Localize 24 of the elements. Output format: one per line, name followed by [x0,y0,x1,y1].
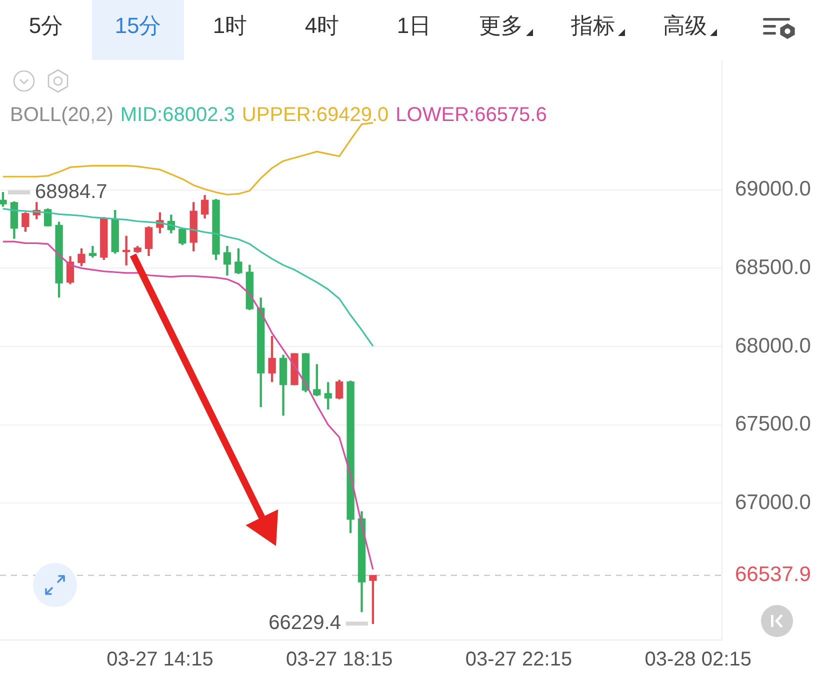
x-tick-label: 03-28 02:15 [644,648,752,671]
text: 4时 [304,12,340,40]
x-tick-label: 03-27 18:15 [286,648,393,671]
text: 高级 [662,12,708,40]
legend-title: BOLL(20,2) [10,104,114,126]
y-tick-label: 67000.0 [735,490,811,514]
text: 5分 [28,12,64,40]
x-tick-label: 03-27 14:15 [106,648,214,671]
text: 66537.9 [735,563,811,586]
annotation: 66229.4 [268,612,341,634]
text: 15分 [92,0,184,60]
series-label: UPPER:69429.0 [242,104,389,126]
y-tick-label: 68500.0 [735,256,811,279]
y-tick-label: 69000.0 [735,178,811,201]
text: 1时 [212,12,248,40]
annotation: 68984.7 [34,180,108,203]
text: 指标 [570,12,616,40]
text: 更多 [478,12,524,40]
y-tick-label: 67500.0 [735,412,811,436]
y-tick-label: 68000.0 [735,334,811,358]
text: 1日 [396,12,432,40]
text: MID:68002.3 [120,104,235,126]
text: LOWER:66575.6 [396,104,547,126]
x-tick-label: 03-27 22:15 [465,648,572,671]
